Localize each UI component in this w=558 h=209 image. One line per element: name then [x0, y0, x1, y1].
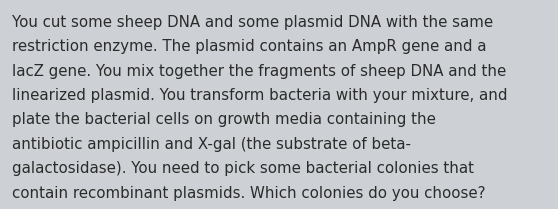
Text: galactosidase). You need to pick some bacterial colonies that: galactosidase). You need to pick some ba…	[12, 161, 474, 176]
Text: antibiotic ampicillin and X-gal (the substrate of beta-: antibiotic ampicillin and X-gal (the sub…	[12, 137, 411, 152]
Text: plate the bacterial cells on growth media containing the: plate the bacterial cells on growth medi…	[12, 112, 436, 127]
Text: restriction enzyme. The plasmid contains an AmpR gene and a: restriction enzyme. The plasmid contains…	[12, 39, 487, 54]
Text: lacZ gene. You mix together the fragments of sheep DNA and the: lacZ gene. You mix together the fragment…	[12, 64, 507, 79]
Text: contain recombinant plasmids. Which colonies do you choose?: contain recombinant plasmids. Which colo…	[12, 186, 486, 201]
Text: linearized plasmid. You transform bacteria with your mixture, and: linearized plasmid. You transform bacter…	[12, 88, 508, 103]
Text: You cut some sheep DNA and some plasmid DNA with the same: You cut some sheep DNA and some plasmid …	[12, 15, 493, 30]
